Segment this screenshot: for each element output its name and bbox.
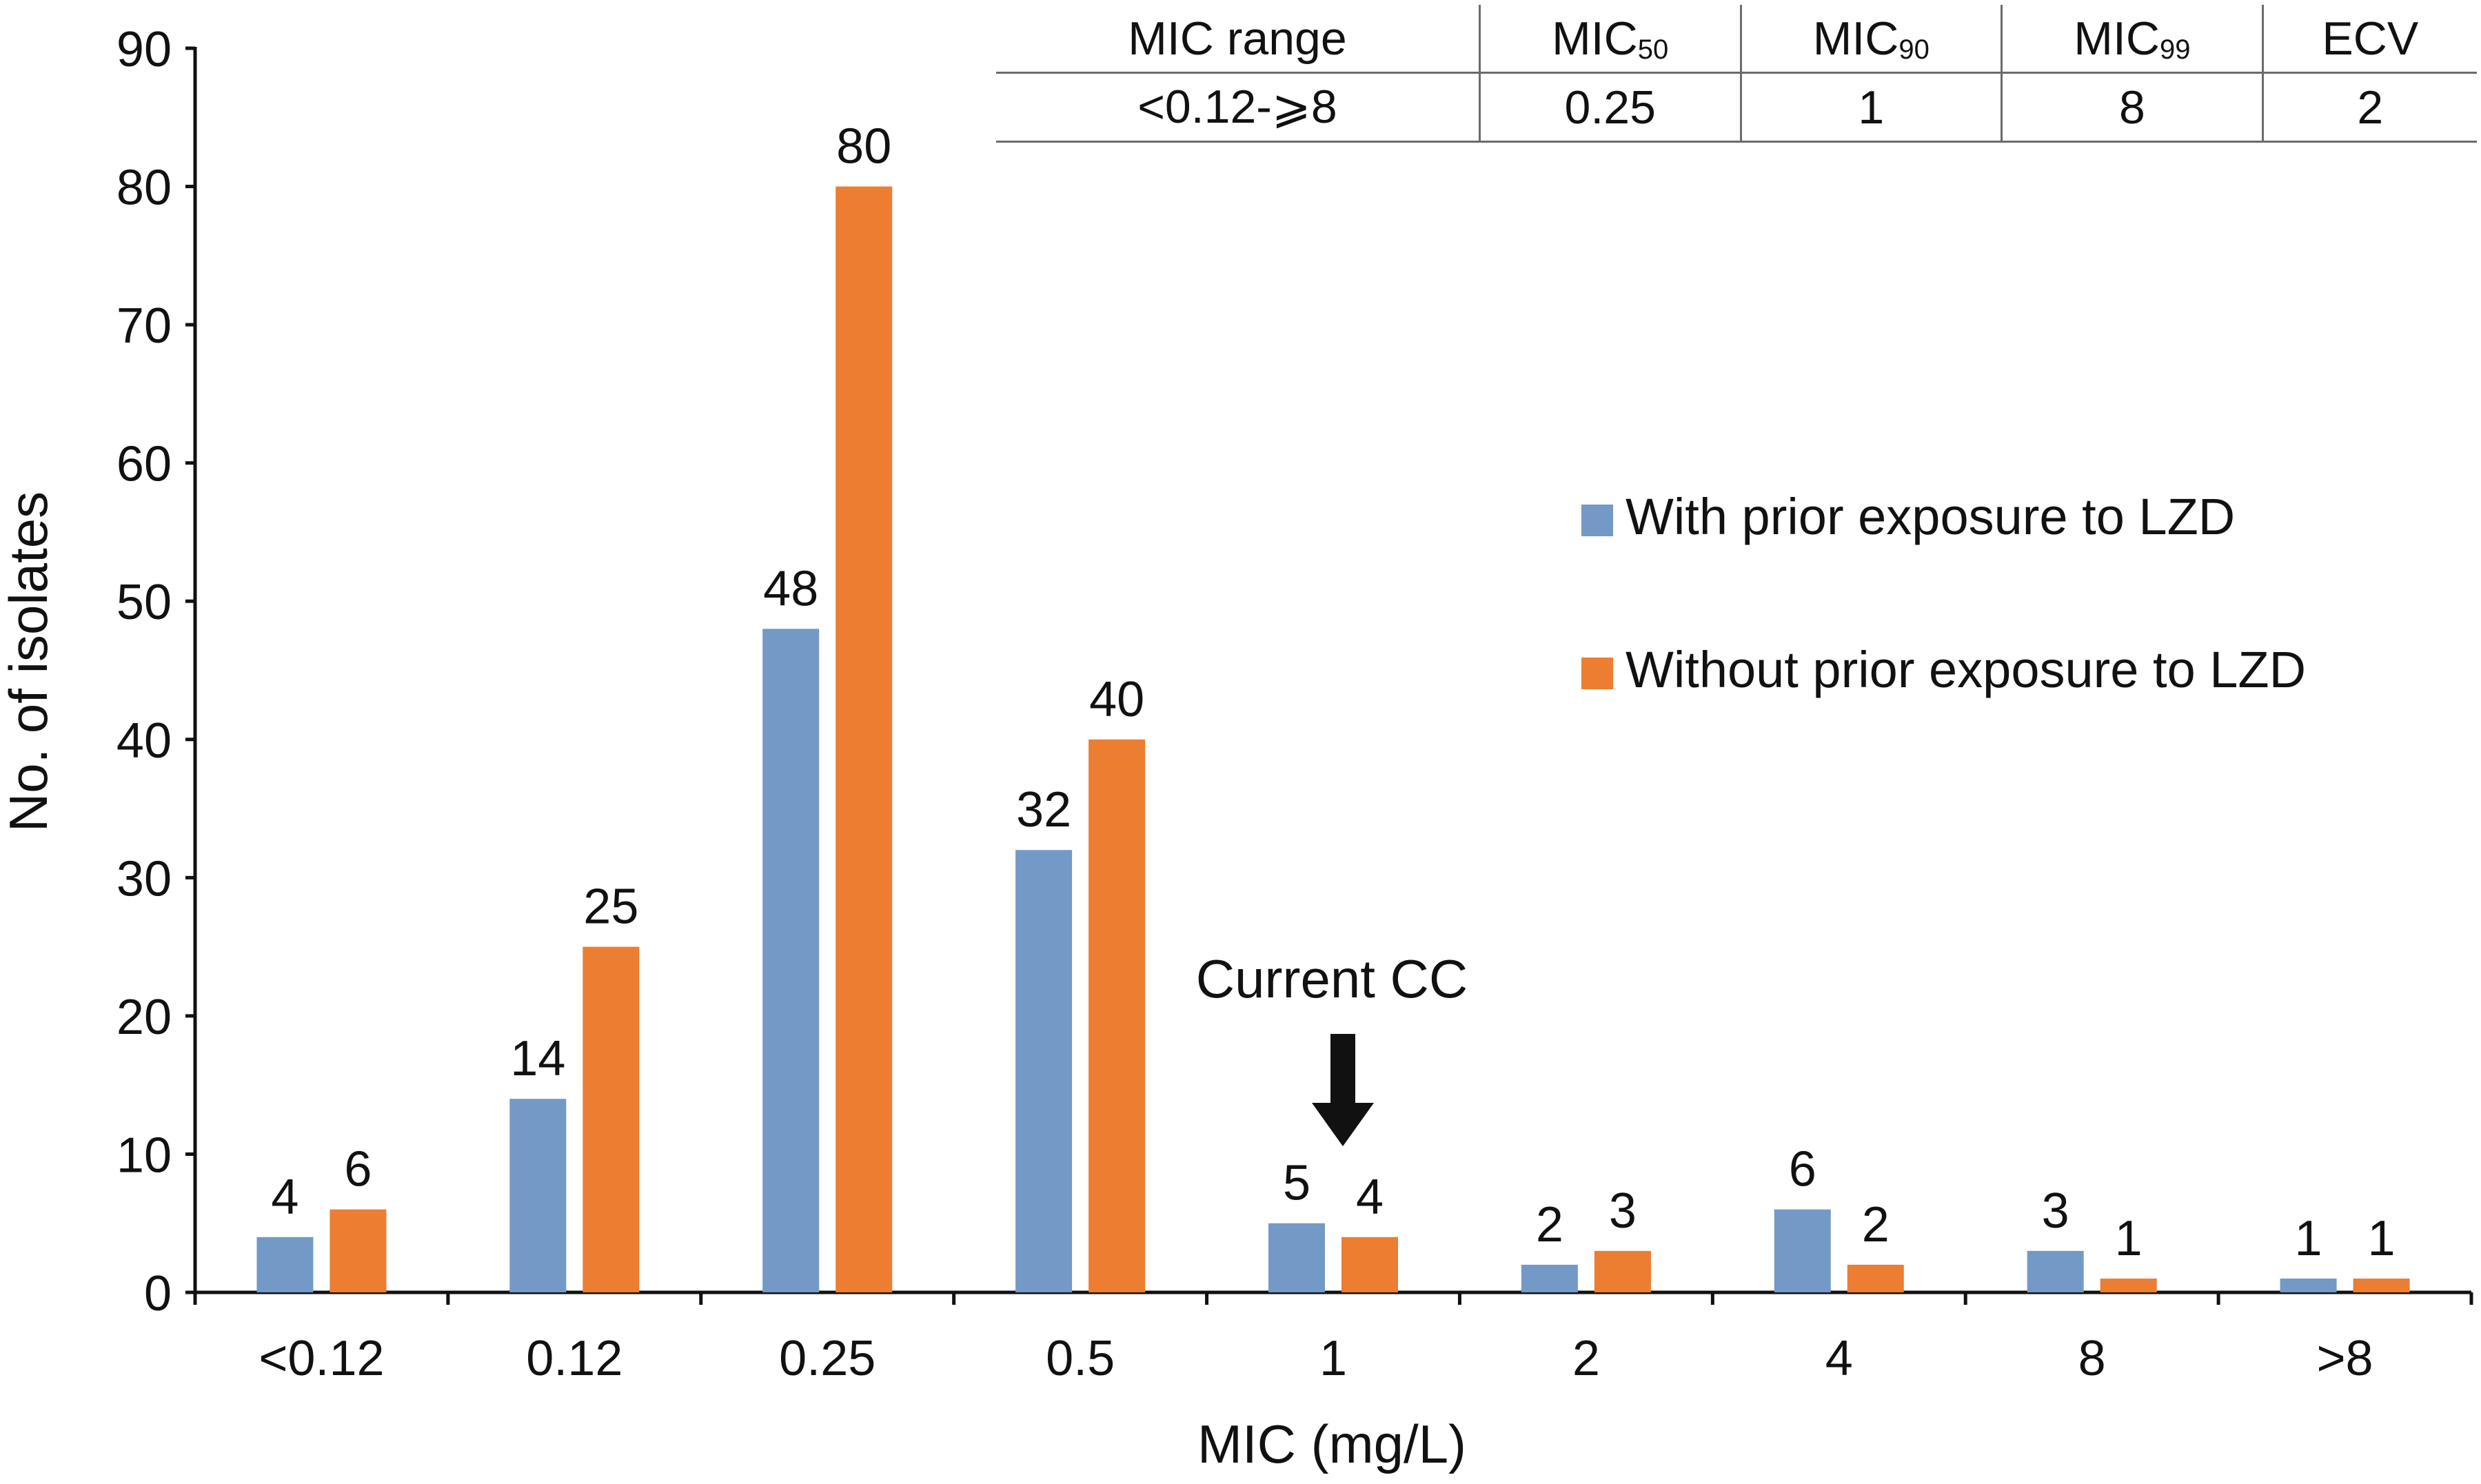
- bar: [836, 186, 893, 1292]
- data-label: 32: [1016, 782, 1071, 837]
- data-label: 1: [2368, 1211, 2396, 1266]
- summary-header-cell: MIC range: [996, 5, 1481, 74]
- annotation-arrow: [1312, 1034, 1374, 1146]
- data-label: 2: [1862, 1197, 1890, 1252]
- x-axis: <0.12 0.12 0.25 0.5 1 2 4 8 >8: [193, 1290, 2473, 1386]
- bar: [1015, 850, 1073, 1292]
- x-tick-label: 0.5: [1046, 1331, 1115, 1386]
- y-tick-label: 90: [117, 22, 172, 77]
- bar: [330, 1209, 387, 1292]
- x-tick-label: 8: [2078, 1331, 2106, 1386]
- data-label: 25: [583, 880, 638, 935]
- summary-table-header-row: MIC range MIC50 MIC90 MIC99 ECV: [996, 5, 2477, 74]
- data-label: 5: [1283, 1156, 1310, 1211]
- bar: [256, 1237, 314, 1292]
- bar: [1268, 1223, 1325, 1292]
- bar: [2353, 1278, 2410, 1292]
- summary-value-cell: 8: [2001, 72, 2264, 143]
- summary-header-cell: MIC99: [2001, 5, 2264, 74]
- legend: With prior exposure to LZD Without prior …: [1581, 488, 2306, 698]
- bar: [2280, 1278, 2337, 1292]
- data-label: 14: [510, 1031, 565, 1086]
- bar: [583, 946, 640, 1292]
- summary-value-cell: 0.25: [1478, 72, 1742, 143]
- data-label: 40: [1089, 672, 1144, 727]
- x-tick-label: 1: [1319, 1331, 1347, 1386]
- summary-value-cell: 1: [1739, 72, 2003, 143]
- y-tick-label: 20: [117, 990, 172, 1045]
- summary-table: MIC range MIC50 MIC90 MIC99 ECV <0.12-⩾8…: [996, 5, 2477, 143]
- bar: [1594, 1250, 1651, 1292]
- annotation: Current CC: [1196, 948, 1468, 1146]
- data-label: 3: [2042, 1183, 2069, 1239]
- summary-header-cell: MIC50: [1478, 5, 1742, 74]
- summary-value-cell: <0.12-⩾8: [996, 72, 1481, 143]
- summary-table-value-row: <0.12-⩾8 0.25 1 8 2: [996, 72, 2477, 143]
- bar: [762, 629, 820, 1292]
- data-label: 6: [344, 1142, 372, 1197]
- bar: [2027, 1250, 2084, 1292]
- annotation-text: Current CC: [1196, 948, 1468, 1009]
- data-label: 3: [1609, 1183, 1637, 1239]
- data-label: 1: [2115, 1211, 2143, 1266]
- x-tick-label: 0.12: [526, 1331, 622, 1386]
- y-tick-label: 10: [117, 1128, 172, 1183]
- summary-header-cell: MIC90: [1739, 5, 2003, 74]
- x-tick-label: 4: [1825, 1331, 1853, 1386]
- y-tick-label: 80: [117, 161, 172, 216]
- legend-swatch: [1581, 658, 1613, 689]
- bar: [1341, 1237, 1398, 1292]
- legend-label: With prior exposure to LZD: [1626, 488, 2235, 545]
- x-tick-label: 0.25: [779, 1331, 875, 1386]
- data-label: 6: [1789, 1142, 1816, 1197]
- bar: [1774, 1209, 1831, 1292]
- summary-value-cell: 2: [2261, 72, 2477, 143]
- data-label: 48: [763, 561, 818, 616]
- bar: [2100, 1278, 2157, 1292]
- x-tick-label: <0.12: [259, 1331, 384, 1386]
- y-tick-label: 60: [117, 437, 172, 492]
- y-tick-label: 50: [117, 575, 172, 630]
- bar: [1521, 1264, 1578, 1292]
- bar: [509, 1099, 567, 1292]
- data-label: 1: [2295, 1211, 2322, 1266]
- data-label: 4: [1356, 1170, 1384, 1225]
- y-axis: 0 10 20 30 40 50 60 70 80 90: [117, 22, 197, 1321]
- x-tick-label: >8: [2317, 1331, 2373, 1386]
- bar: [1847, 1264, 1904, 1292]
- bar: [1088, 739, 1146, 1292]
- x-axis-title: MIC (mg/L): [1197, 1414, 1466, 1474]
- x-tick-label: 2: [1572, 1331, 1600, 1386]
- legend-swatch: [1581, 505, 1613, 536]
- y-tick-label: 40: [117, 713, 172, 769]
- data-label: 2: [1536, 1197, 1563, 1252]
- y-tick-label: 30: [117, 851, 172, 906]
- y-axis-title: No. of isolates: [0, 491, 59, 832]
- bars: [256, 186, 2410, 1292]
- y-tick-label: 0: [144, 1266, 172, 1321]
- legend-label: Without prior exposure to LZD: [1626, 641, 2306, 698]
- data-label: 80: [836, 119, 891, 174]
- data-label: 4: [271, 1170, 298, 1225]
- y-tick-label: 70: [117, 298, 172, 354]
- summary-header-cell: ECV: [2261, 5, 2477, 74]
